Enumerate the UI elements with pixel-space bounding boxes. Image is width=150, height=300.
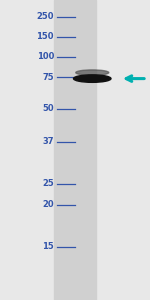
Text: 75: 75 <box>42 73 54 82</box>
Ellipse shape <box>74 75 111 82</box>
Text: 50: 50 <box>42 104 54 113</box>
Text: 37: 37 <box>42 137 54 146</box>
Text: 20: 20 <box>42 200 54 209</box>
Ellipse shape <box>76 70 109 75</box>
Text: 150: 150 <box>36 32 54 41</box>
Text: 250: 250 <box>36 12 54 21</box>
Text: 15: 15 <box>42 242 54 251</box>
Text: 100: 100 <box>37 52 54 62</box>
Text: 25: 25 <box>42 179 54 188</box>
Bar <box>54 0 96 300</box>
